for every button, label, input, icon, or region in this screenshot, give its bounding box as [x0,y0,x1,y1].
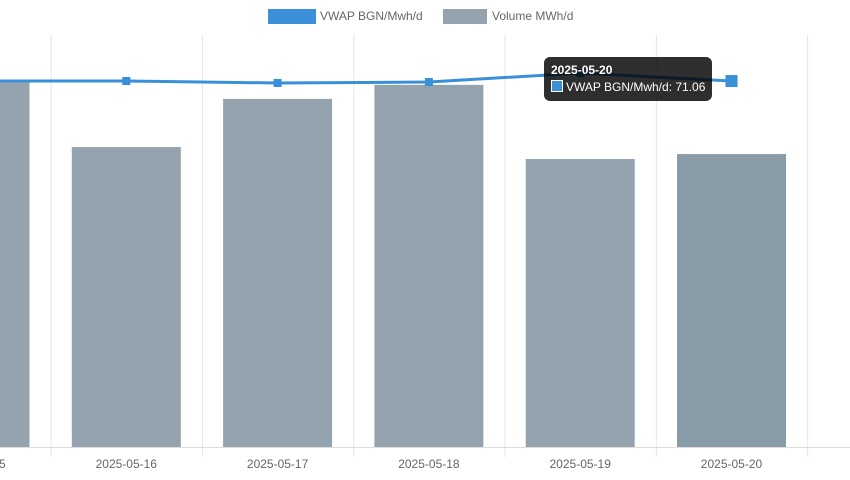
point [273,78,282,87]
legend-label: Volume MWh/d [492,9,573,23]
bar [677,154,786,447]
x-tick-label: 2025-05-18 [398,457,460,471]
tooltip-title: 2025-05-20 [551,63,613,77]
legend-swatch [268,9,316,24]
bar [374,84,484,448]
bar [525,159,635,447]
bar [71,147,181,447]
legend-swatch [443,9,487,24]
x-tick-label: 2025-05-20 [701,457,763,471]
tooltip: 2025-05-20 VWAP BGN/Mwh/d71.06 [544,57,713,101]
tooltip-series: VWAP BGN/Mwh/d [566,80,675,94]
x-tick-label: 2025-05-15 [0,457,6,471]
bar [223,98,333,448]
legend-label: VWAP BGN/Mwh/d [320,9,423,23]
x-tick-label: 2025-05-19 [550,457,612,471]
tooltip-body: VWAP BGN/Mwh/d71.06 [551,79,705,96]
x-tick-label: 2025-05-17 [247,457,309,471]
point [725,75,738,88]
tooltip-value: 71.06 [675,80,706,94]
bar [0,79,30,448]
x-tick-label: 2025-05-16 [96,457,158,471]
point [122,76,131,85]
point [424,78,433,87]
